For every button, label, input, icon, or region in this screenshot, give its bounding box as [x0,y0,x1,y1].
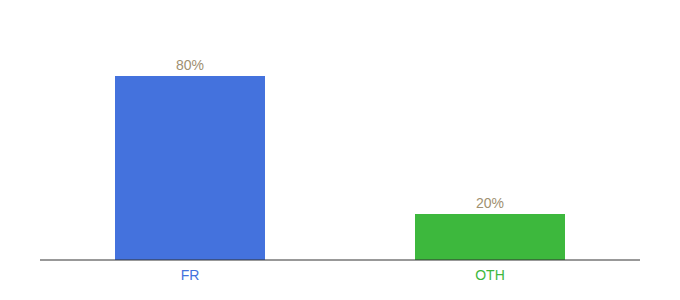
x-axis-line [40,260,640,261]
x-tick-labels: FR OTH [181,267,505,283]
data-labels: 80% 20% [176,57,504,211]
x-tick-label: FR [181,267,200,283]
chart-container: 80% 20% FR OTH [0,0,680,300]
bar [415,214,565,260]
x-tick-label: OTH [475,267,505,283]
bar [115,76,265,260]
data-label: 80% [176,57,204,73]
data-label: 20% [476,195,504,211]
chart-svg: 80% 20% FR OTH [0,0,680,300]
bars [115,76,565,260]
